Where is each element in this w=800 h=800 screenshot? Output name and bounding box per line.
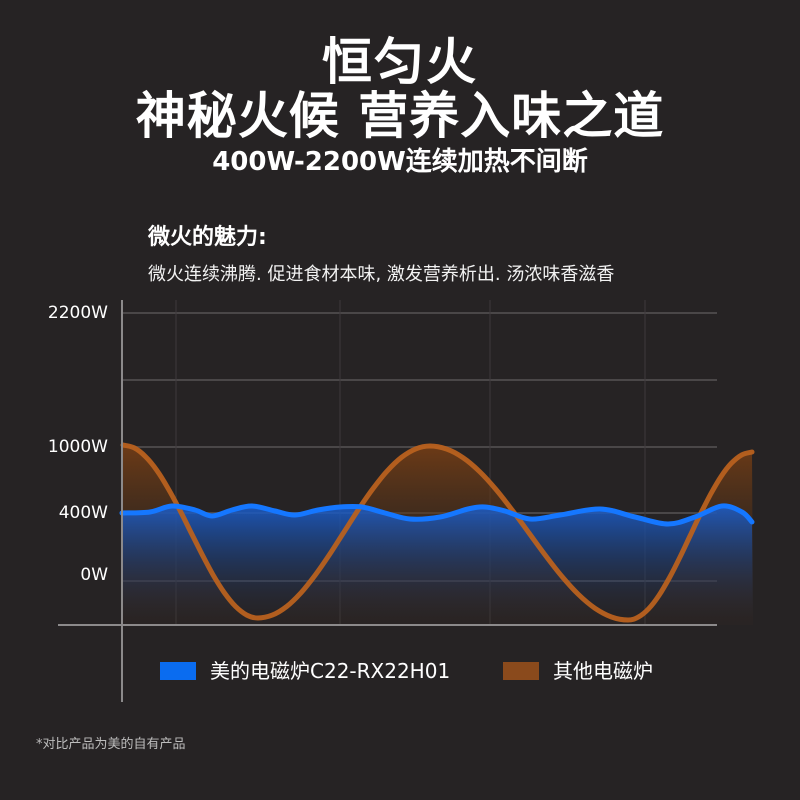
other-induction-line [120, 442, 755, 623]
legend-item-midea: 美的电磁炉C22-RX22H01 [160, 656, 450, 686]
power-range-subtitle: 400W-2200W连续加热不间断 [212, 147, 588, 177]
legend-label-midea: 美的电磁炉C22-RX22H01 [210, 659, 451, 683]
legend-label-other: 其他电磁炉 [553, 659, 653, 683]
feature-description: 微火连续沸腾. 促进食材本味, 激发营养析出. 汤浓味香滋香 [148, 264, 615, 285]
midea-induction-line [119, 503, 755, 527]
y-tick-0w: 0W [80, 565, 108, 585]
y-tick-1000w: 1000W [47, 437, 108, 457]
midea-induction-area [122, 505, 753, 620]
y-tick-2200w: 2200W [47, 303, 108, 323]
legend-swatch-brown [503, 662, 539, 680]
y-tick-400w: 400W [58, 503, 108, 523]
headline-line2: 神秘火候 营养入味之道 [135, 87, 665, 145]
legend-swatch-blue [160, 662, 196, 680]
feature-title: 微火的魅力: [148, 225, 267, 250]
footnote: *对比产品为美的自有产品 [36, 737, 186, 752]
chart-axes [58, 300, 717, 702]
legend-item-other: 其他电磁炉 [503, 656, 653, 686]
headline-line1: 恒匀火 [322, 33, 478, 91]
